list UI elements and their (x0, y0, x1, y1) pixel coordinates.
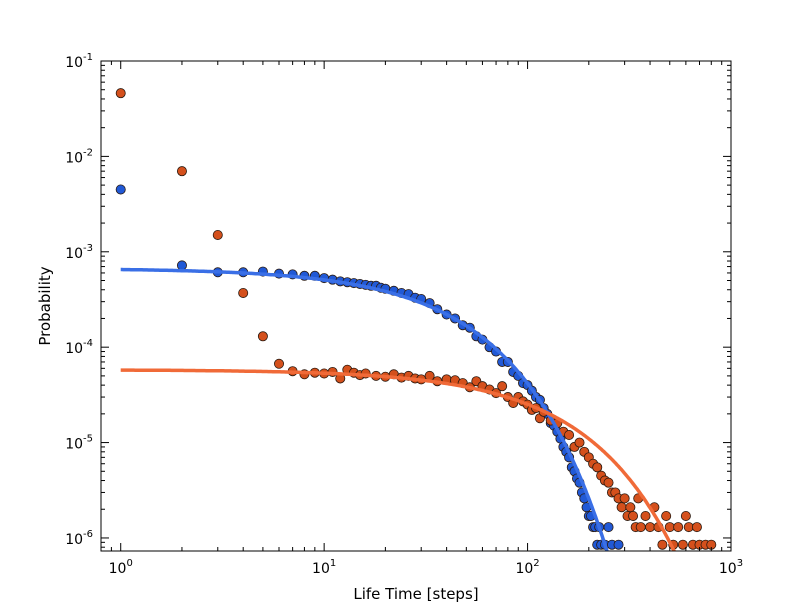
data-point (564, 430, 575, 441)
data-point (691, 522, 702, 533)
data-point (176, 166, 187, 177)
data-point (603, 477, 614, 488)
x-axis-label: Life Time [steps] (353, 585, 478, 603)
y-tick-label: 10-6 (65, 529, 93, 548)
data-point (640, 510, 651, 521)
data-point (673, 522, 684, 533)
data-point (680, 510, 691, 521)
fit-line-orange (120, 368, 677, 551)
data-point (619, 493, 630, 504)
data-point (625, 502, 636, 513)
y-axis-label: Probability (36, 266, 54, 345)
x-tick-label: 102 (515, 558, 539, 577)
data-point (115, 88, 126, 99)
data-point (613, 539, 624, 550)
x-tick-label: 100 (109, 558, 133, 577)
y-tick-label: 10-4 (65, 338, 93, 357)
y-tick-label: 10-2 (65, 147, 93, 166)
x-tick-label: 103 (719, 558, 743, 577)
data-point (257, 331, 268, 342)
y-tick-label: 10-3 (65, 243, 93, 262)
data-point (274, 358, 285, 369)
data-point (592, 462, 603, 473)
y-tick-label: 10-1 (65, 52, 93, 71)
y-tick-label: 10-5 (65, 434, 93, 453)
data-point (635, 522, 646, 533)
data-point (212, 229, 223, 240)
data-point (176, 260, 187, 271)
data-point (664, 522, 675, 533)
data-point (115, 184, 126, 195)
data-point (661, 510, 672, 521)
series-blue-points (115, 184, 624, 550)
data-point (497, 381, 508, 392)
data-point (677, 539, 688, 550)
data-point (603, 522, 614, 533)
plot-frame (100, 60, 732, 552)
data-point (628, 510, 639, 521)
data-point (238, 287, 249, 298)
data-point (574, 437, 585, 448)
data-point (657, 539, 668, 550)
axis-ticks: 100 101 102 103 10-6 10-5 10-4 10-3 10-2 10-1 (65, 52, 743, 577)
fit-line-blue (120, 267, 609, 551)
plot-marks (115, 88, 717, 551)
x-tick-label: 101 (312, 558, 336, 577)
series-orange-points (115, 88, 717, 550)
data-point (616, 502, 627, 513)
data-point (645, 522, 656, 533)
